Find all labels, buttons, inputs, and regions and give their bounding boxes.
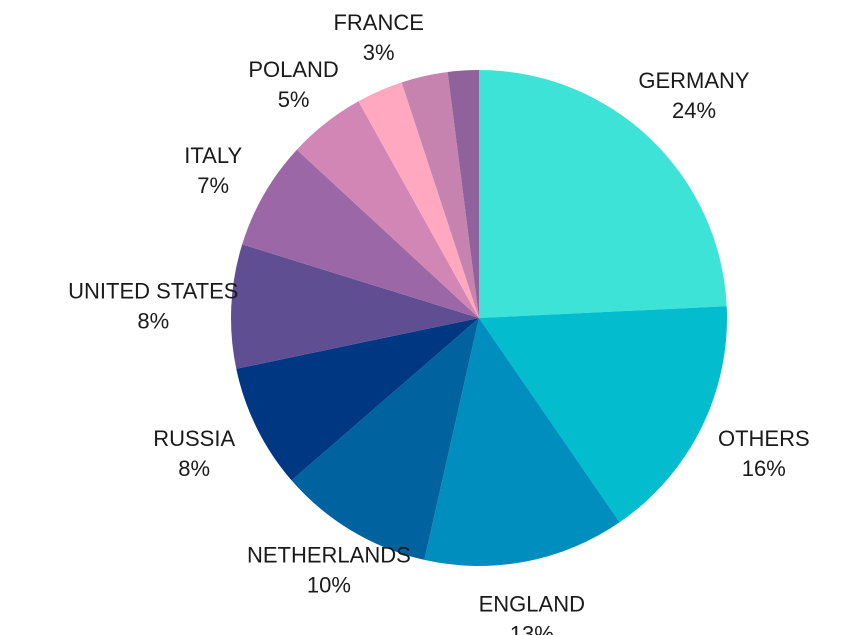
slice-label-poland: POLAND 5% (248, 57, 338, 112)
slice-label-percent: 16% (742, 456, 786, 481)
slice-label-percent: 8% (137, 309, 169, 334)
slice-label-england: ENGLAND 13% (479, 592, 585, 635)
slice-label-percent: 13% (510, 622, 554, 635)
slice-label-percent: 8% (178, 456, 210, 481)
pie-slice-england (424, 318, 620, 567)
slice-label-name: POLAND (248, 57, 338, 82)
slice-label-percent: 10% (307, 572, 351, 597)
slice-label-percent: 3% (363, 40, 395, 65)
slice-label-name: NETHERLANDS (247, 542, 411, 567)
pie-slice-france (358, 82, 479, 318)
slice-label-percent: 5% (278, 87, 310, 112)
slice-label-others: OTHERS 16% (718, 426, 810, 481)
pie-slice-netherlands (291, 318, 479, 560)
pie-labels: GERMANY 24% OTHERS 16% ENGLAND 13% NETHERLANDS… (68, 10, 810, 635)
slice-label-name: ENGLAND (479, 592, 585, 617)
pie-slice-united-states (230, 244, 479, 369)
pie-slice-unlabeled-9 (401, 72, 479, 318)
slice-label-united-states: UNITED STATES 8% (68, 279, 238, 334)
slice-label-russia: RUSSIA 8% (153, 426, 235, 481)
slice-label-france: FRANCE 3% (333, 10, 423, 65)
slice-label-germany: GERMANY 24% (638, 68, 750, 123)
slice-label-name: ITALY (184, 143, 242, 168)
pie-slices (230, 70, 728, 567)
pie-slice-poland (296, 101, 479, 318)
pie-slice-unlabeled-10 (447, 70, 479, 318)
pie-slice-italy (242, 149, 479, 318)
pie-slice-germany (479, 70, 727, 318)
slice-label-name: RUSSIA (153, 426, 235, 451)
slice-label-name: OTHERS (718, 426, 810, 451)
slice-label-italy: ITALY 7% (184, 143, 242, 198)
slice-label-name: FRANCE (333, 10, 423, 35)
slice-label-netherlands: NETHERLANDS 10% (247, 542, 411, 597)
slice-label-percent: 24% (672, 98, 716, 123)
pie-slice-others (479, 306, 728, 523)
slice-label-name: UNITED STATES (68, 279, 238, 304)
pie-slice-russia (236, 318, 479, 481)
slice-label-percent: 7% (197, 173, 229, 198)
slice-label-name: GERMANY (638, 68, 750, 93)
